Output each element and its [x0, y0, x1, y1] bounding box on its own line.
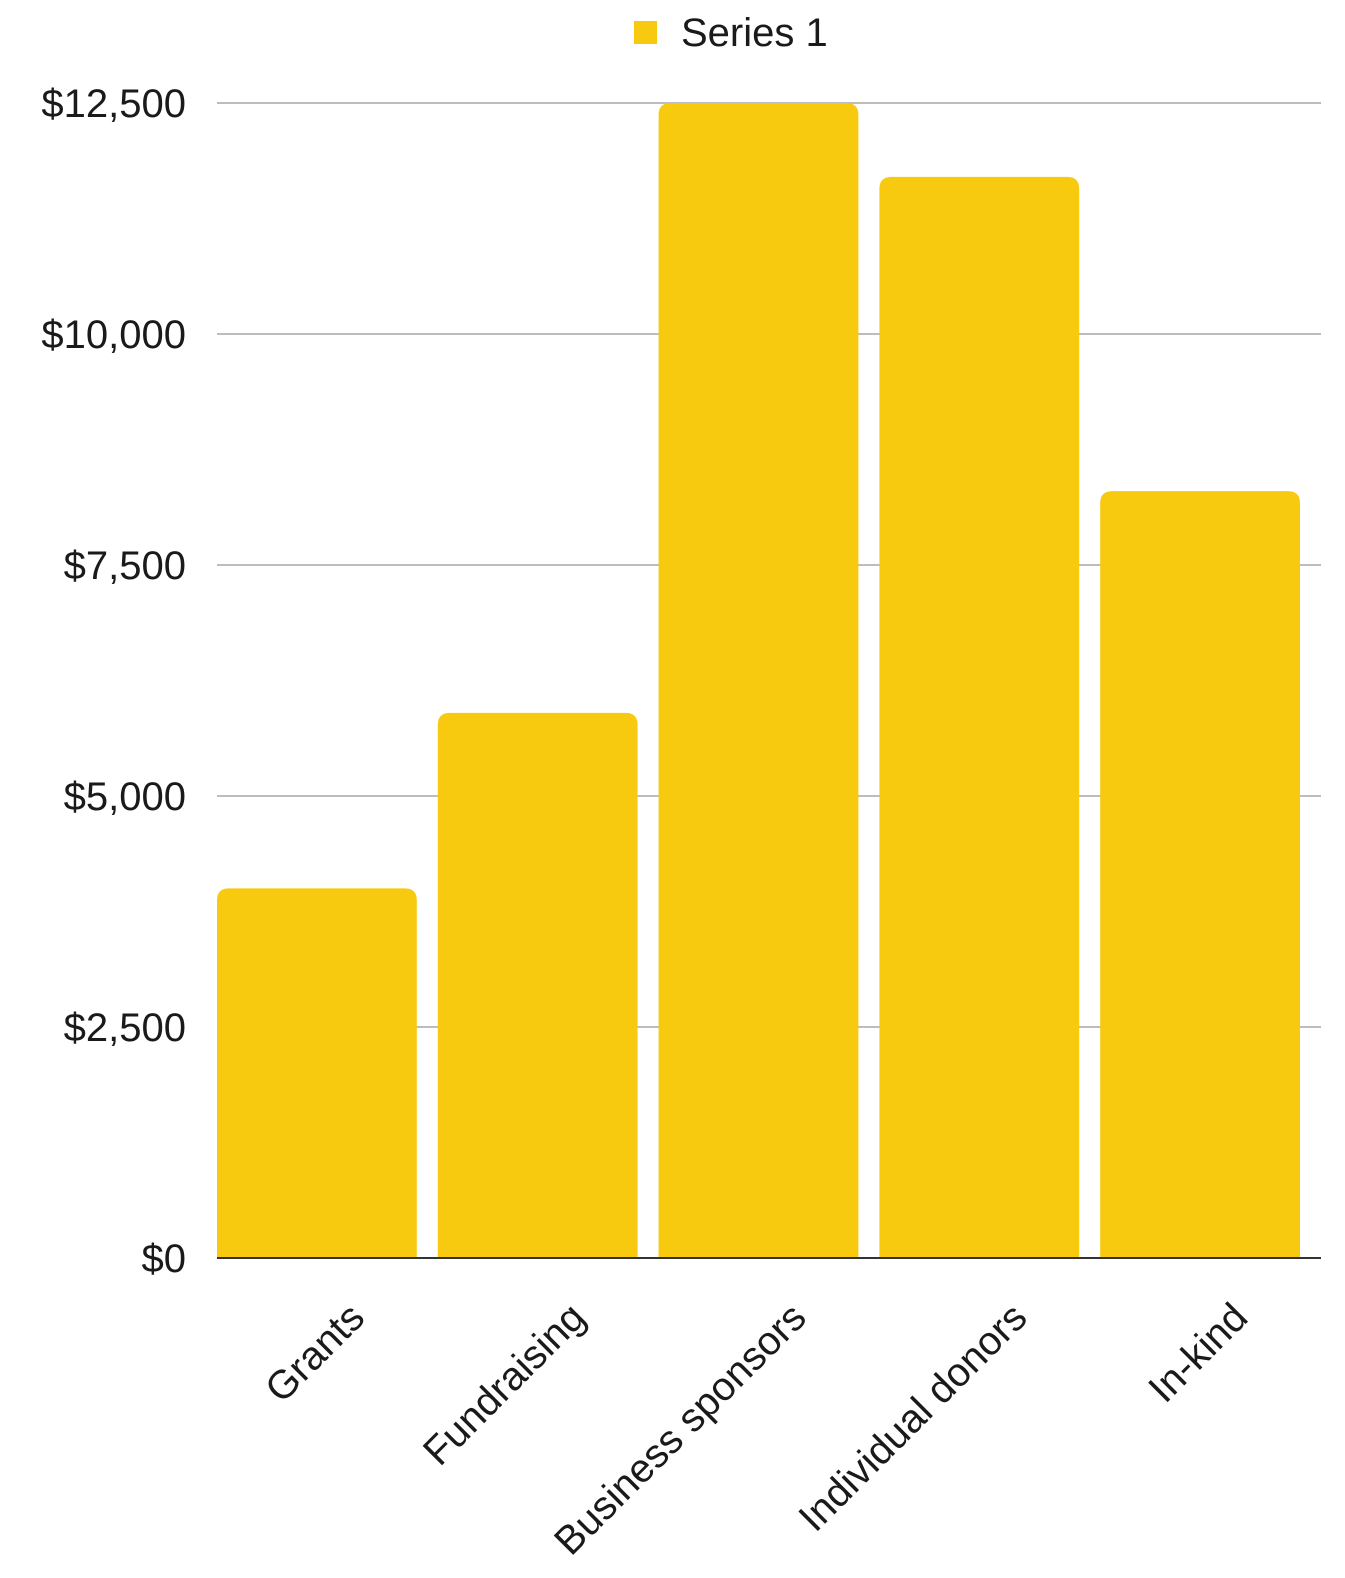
bars [217, 103, 1300, 1259]
y-tick-label: $7,500 [64, 544, 186, 588]
legend: Series 1 [634, 11, 828, 55]
y-tick-label: $5,000 [64, 775, 186, 819]
bar-in-kind [1100, 491, 1300, 1259]
bar-business-sponsors [658, 103, 859, 1258]
bar-grants [217, 888, 417, 1258]
x-category-label: Fundraising [415, 1295, 594, 1474]
x-category-label: Grants [257, 1295, 373, 1411]
x-category-label: Individual donors [791, 1295, 1036, 1540]
y-tick-label: $10,000 [41, 313, 186, 357]
x-category-label: Business sponsors [546, 1295, 815, 1564]
y-tick-label: $0 [142, 1237, 187, 1281]
y-tick-label: $12,500 [41, 82, 186, 126]
legend-label-series-1: Series 1 [681, 11, 828, 55]
y-tick-label: $2,500 [64, 1006, 186, 1050]
bar-fundraising [437, 712, 638, 1258]
bar-individual-donors [879, 176, 1080, 1258]
x-category-label: In-kind [1140, 1295, 1256, 1411]
legend-swatch-series-1 [634, 21, 657, 44]
y-axis-tick-labels: $0 $2,500 $5,000 $7,500 $10,000 $12,500 [41, 82, 186, 1281]
